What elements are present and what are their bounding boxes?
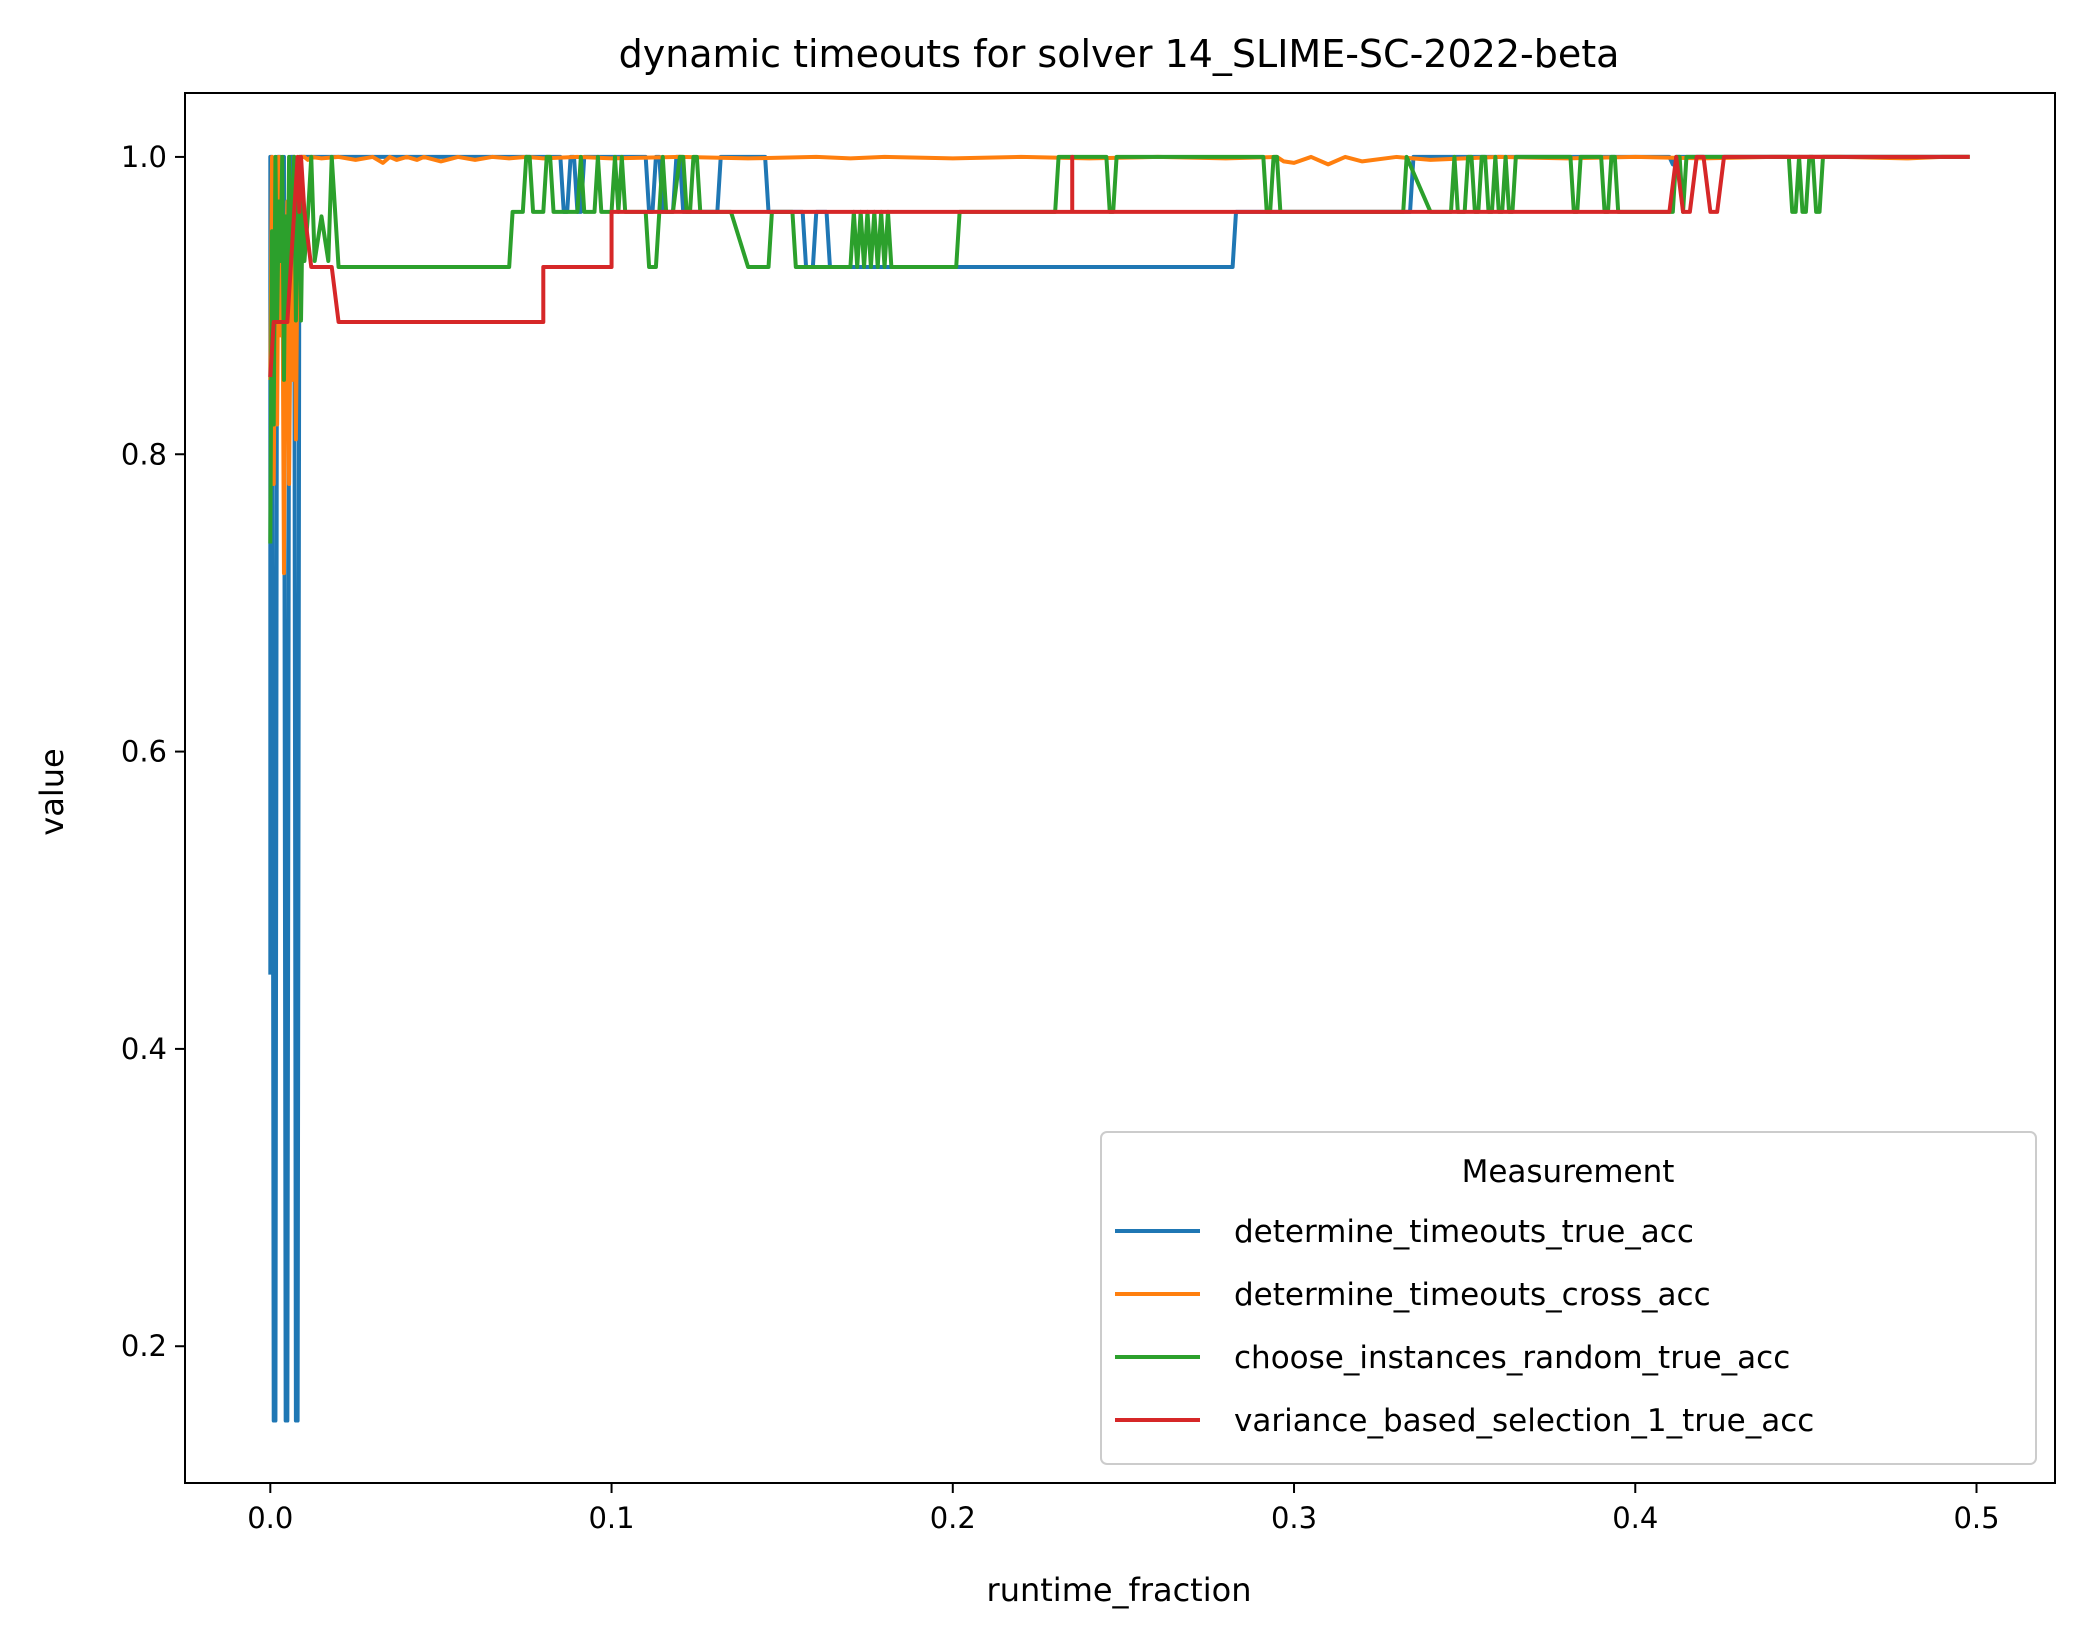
plot-frame bbox=[184, 92, 2056, 1484]
plot-lines bbox=[268, 154, 1970, 1423]
x-tick-label: 0.5 bbox=[1953, 1501, 1999, 1535]
series-line-determine-timeouts-cross-acc bbox=[268, 154, 1970, 576]
legend: Measurement determine_timeouts_true_accd… bbox=[1100, 1131, 2037, 1465]
legend-label-variance-based-selection-1-true-acc: variance_based_selection_1_true_acc bbox=[1234, 1403, 1814, 1439]
x-tick-label: 0.2 bbox=[930, 1501, 976, 1535]
y-tick-label: 0.8 bbox=[121, 437, 167, 471]
legend-title: Measurement bbox=[1462, 1154, 1675, 1190]
x-axis-label: runtime_fraction bbox=[987, 1571, 1252, 1609]
y-axis-ticks: 0.2 0.4 0.6 0.8 1.0 bbox=[121, 140, 185, 1363]
series-line-variance-based-selection-1-true-acc bbox=[268, 154, 1970, 378]
y-tick-label: 0.6 bbox=[121, 735, 167, 769]
y-tick-label: 1.0 bbox=[121, 140, 167, 174]
legend-box bbox=[1100, 1131, 2037, 1465]
legend-label-determine-timeouts-cross-acc: determine_timeouts_cross_acc bbox=[1234, 1277, 1711, 1313]
chart-title: dynamic timeouts for solver 14_SLIME-SC-… bbox=[619, 32, 1620, 76]
x-tick-label: 0.1 bbox=[588, 1501, 634, 1535]
x-tick-label: 0.0 bbox=[247, 1501, 293, 1535]
y-tick-label: 0.4 bbox=[121, 1032, 167, 1066]
x-tick-label: 0.3 bbox=[1271, 1501, 1317, 1535]
legend-label-determine-timeouts-true-acc: determine_timeouts_true_acc bbox=[1234, 1214, 1694, 1250]
y-axis-label: value bbox=[33, 748, 71, 835]
legend-entries: determine_timeouts_true_acc determine_tim… bbox=[1115, 1214, 1814, 1439]
x-tick-label: 0.4 bbox=[1612, 1501, 1658, 1535]
legend-label-choose-instances-random-true-acc: choose_instances_random_true_acc bbox=[1234, 1340, 1790, 1376]
series-line-choose-instances-random-true-acc bbox=[268, 154, 1970, 544]
x-axis-ticks: 0.0 0.1 0.2 0.3 0.4 0.5 bbox=[247, 1483, 2000, 1535]
y-tick-label: 0.2 bbox=[121, 1329, 167, 1363]
